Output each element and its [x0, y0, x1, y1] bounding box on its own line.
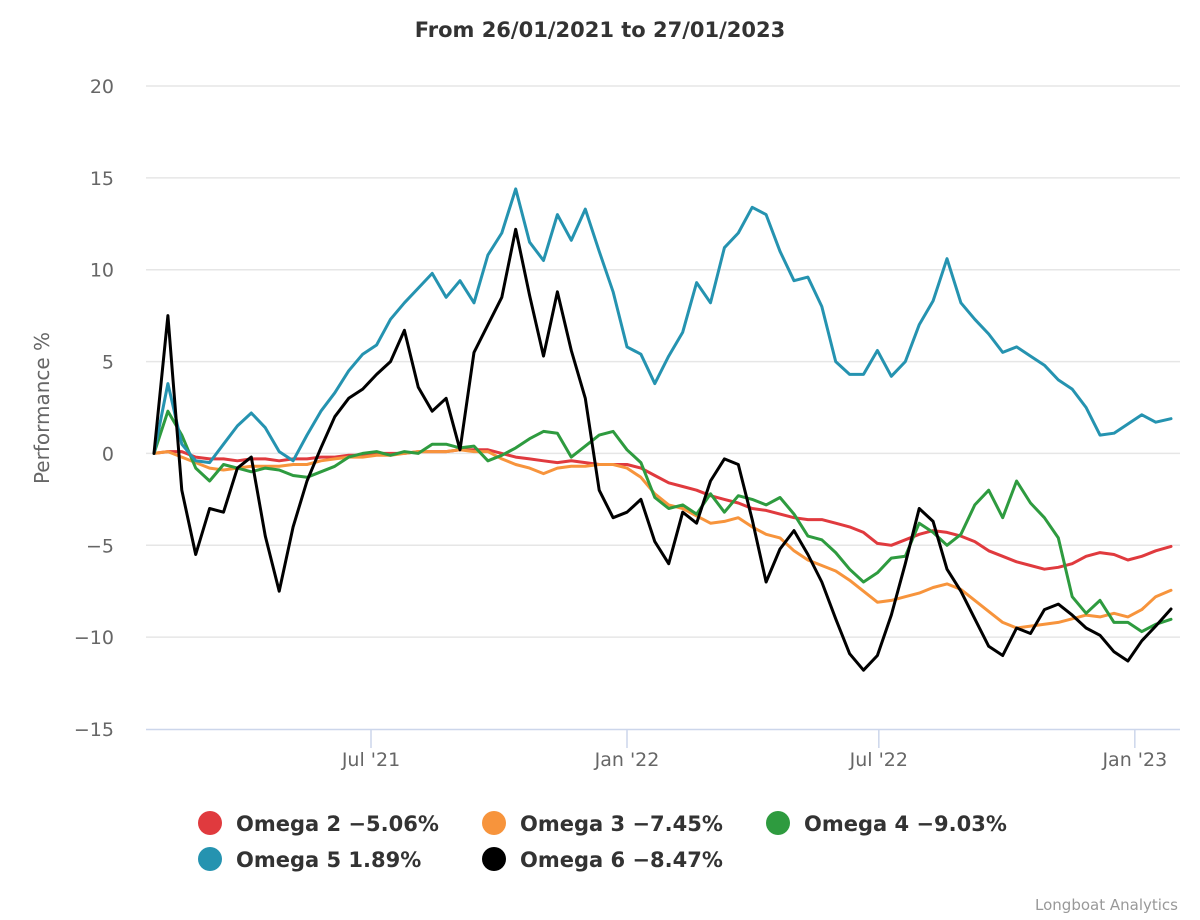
- x-tick-label: Jul '21: [341, 749, 400, 771]
- legend-marker-icon: [766, 811, 790, 835]
- y-tick-label: 5: [102, 352, 114, 374]
- y-axis-label: Performance %: [30, 332, 54, 484]
- series-line-omega-4[interactable]: [152, 409, 1173, 634]
- legend-item-omega-2[interactable]: Omega 2 −5.06%: [198, 811, 439, 836]
- legend-label: Omega 3 −7.45%: [520, 812, 723, 836]
- legend-label: Omega 4 −9.03%: [804, 812, 1007, 836]
- y-tick-label: −5: [86, 535, 114, 557]
- y-tick-label: 10: [90, 260, 114, 282]
- legend: Omega 2 −5.06% Omega 3 −7.45% Omega 4 −9.0…: [198, 811, 1007, 872]
- legend-marker-icon: [198, 847, 222, 871]
- legend-item-omega-3[interactable]: Omega 3 −7.45%: [482, 811, 723, 836]
- x-tick-label: Jan '22: [594, 749, 660, 771]
- legend-item-omega-4[interactable]: Omega 4 −9.03%: [766, 811, 1007, 836]
- y-tick-label: 20: [90, 76, 114, 98]
- legend-label: Omega 5 1.89%: [236, 848, 421, 872]
- legend-marker-icon: [482, 811, 506, 835]
- y-tick-label: 0: [102, 443, 114, 465]
- x-axis-ticks: Jul '21 Jan '22 Jul '22 Jan '23: [341, 729, 1167, 771]
- y-tick-label: −10: [74, 627, 114, 649]
- legend-marker-icon: [198, 811, 222, 835]
- legend-item-omega-6[interactable]: Omega 6 −8.47%: [482, 847, 723, 872]
- series-line-omega-6[interactable]: [152, 227, 1173, 672]
- legend-label: Omega 6 −8.47%: [520, 848, 723, 872]
- y-tick-label: −15: [74, 719, 114, 741]
- chart-title: From 26/01/2021 to 27/01/2023: [415, 18, 786, 42]
- legend-marker-icon: [482, 847, 506, 871]
- y-axis-ticks: 20 15 10 5 0 −5 −10 −15: [74, 76, 114, 741]
- series-line-omega-2[interactable]: [152, 448, 1173, 571]
- credit-text[interactable]: Longboat Analytics: [1035, 896, 1178, 914]
- x-tick-label: Jan '23: [1101, 749, 1167, 771]
- y-tick-label: 15: [90, 168, 114, 190]
- series-line-omega-3[interactable]: [152, 448, 1173, 630]
- x-tick-label: Jul '22: [849, 749, 908, 771]
- legend-label: Omega 2 −5.06%: [236, 812, 439, 836]
- series-line-omega-5[interactable]: [152, 187, 1173, 465]
- series-lines: [152, 187, 1173, 672]
- legend-item-omega-5[interactable]: Omega 5 1.89%: [198, 847, 421, 872]
